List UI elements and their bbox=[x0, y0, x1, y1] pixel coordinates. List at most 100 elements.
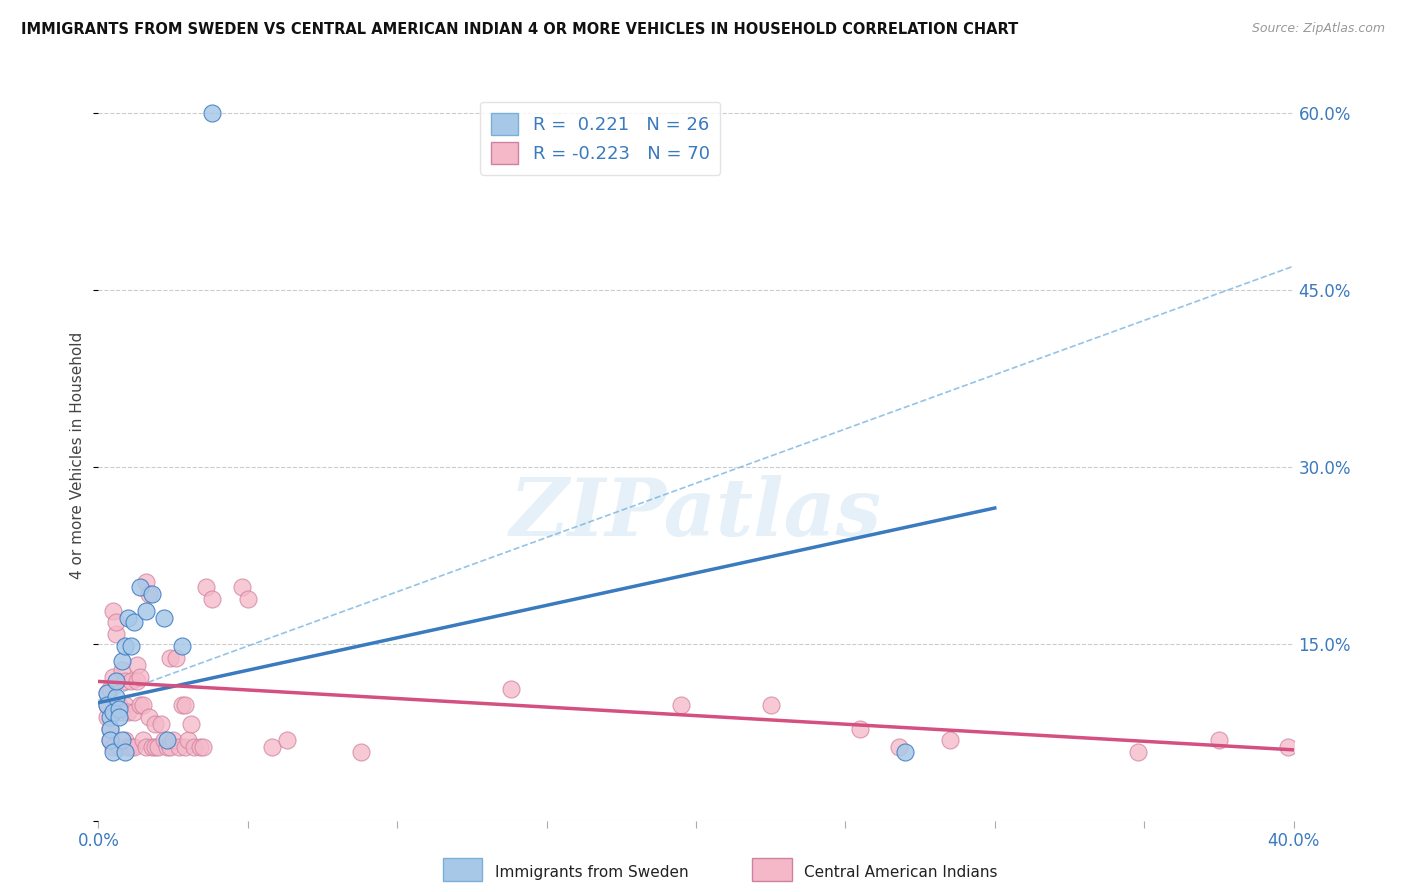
Text: Immigrants from Sweden: Immigrants from Sweden bbox=[495, 865, 689, 880]
Point bbox=[108, 698, 131, 712]
Point bbox=[117, 740, 139, 755]
Point bbox=[889, 740, 911, 755]
Point bbox=[124, 705, 146, 719]
Point bbox=[120, 639, 142, 653]
Point bbox=[191, 740, 214, 755]
Point bbox=[499, 681, 522, 696]
Point bbox=[124, 740, 146, 755]
Point bbox=[172, 639, 194, 653]
Point bbox=[1208, 733, 1230, 747]
Point bbox=[96, 686, 118, 700]
Point bbox=[201, 105, 224, 120]
Point bbox=[172, 698, 194, 712]
Point bbox=[111, 705, 134, 719]
Point bbox=[105, 615, 128, 630]
Point bbox=[108, 710, 131, 724]
Point bbox=[96, 710, 118, 724]
Point bbox=[103, 740, 125, 755]
Y-axis label: 4 or more Vehicles in Household: 4 or more Vehicles in Household bbox=[70, 331, 86, 579]
Point bbox=[236, 591, 259, 606]
Point bbox=[129, 670, 152, 684]
Legend: R =  0.221   N = 26, R = -0.223   N = 70: R = 0.221 N = 26, R = -0.223 N = 70 bbox=[481, 102, 720, 175]
Point bbox=[129, 580, 152, 594]
Point bbox=[114, 745, 136, 759]
Point bbox=[105, 690, 128, 704]
Point bbox=[276, 733, 298, 747]
Point bbox=[135, 575, 157, 590]
Point bbox=[100, 733, 122, 747]
Point bbox=[108, 740, 131, 755]
Point bbox=[141, 587, 163, 601]
Point bbox=[1277, 740, 1299, 755]
Point bbox=[894, 745, 917, 759]
Text: IMMIGRANTS FROM SWEDEN VS CENTRAL AMERICAN INDIAN 4 OR MORE VEHICLES IN HOUSEHOL: IMMIGRANTS FROM SWEDEN VS CENTRAL AMERIC… bbox=[21, 22, 1018, 37]
Point bbox=[759, 698, 782, 712]
Point bbox=[143, 740, 166, 755]
Point bbox=[153, 733, 176, 747]
Point bbox=[111, 663, 134, 677]
Point bbox=[114, 639, 136, 653]
Point bbox=[103, 670, 125, 684]
Point bbox=[127, 674, 149, 689]
Point bbox=[669, 698, 692, 712]
Point bbox=[201, 591, 224, 606]
Point bbox=[111, 733, 134, 747]
Point bbox=[114, 733, 136, 747]
Point bbox=[174, 740, 197, 755]
Point bbox=[96, 698, 118, 712]
Point bbox=[849, 722, 872, 736]
Text: Source: ZipAtlas.com: Source: ZipAtlas.com bbox=[1251, 22, 1385, 36]
Point bbox=[100, 681, 122, 696]
Point bbox=[231, 580, 253, 594]
Point bbox=[177, 733, 200, 747]
Point bbox=[96, 686, 118, 700]
Point bbox=[111, 654, 134, 668]
Point bbox=[105, 674, 128, 689]
Point bbox=[188, 740, 211, 755]
Point bbox=[350, 745, 373, 759]
Text: ZIPatlas: ZIPatlas bbox=[510, 475, 882, 552]
Point bbox=[167, 740, 190, 755]
Point bbox=[183, 740, 205, 755]
Text: Central American Indians: Central American Indians bbox=[804, 865, 998, 880]
Point bbox=[162, 733, 184, 747]
Point bbox=[156, 740, 179, 755]
Point bbox=[114, 674, 136, 689]
Point bbox=[124, 615, 146, 630]
Point bbox=[127, 657, 149, 672]
Point bbox=[100, 722, 122, 736]
Point bbox=[100, 710, 122, 724]
Point bbox=[103, 745, 125, 759]
Point bbox=[105, 627, 128, 641]
Point bbox=[135, 740, 157, 755]
Point bbox=[120, 740, 142, 755]
Point bbox=[141, 740, 163, 755]
Point bbox=[132, 733, 155, 747]
Point bbox=[117, 611, 139, 625]
Point bbox=[103, 604, 125, 618]
Point bbox=[135, 604, 157, 618]
Point bbox=[165, 650, 187, 665]
Point bbox=[159, 740, 181, 755]
Point bbox=[939, 733, 962, 747]
Point bbox=[153, 611, 176, 625]
Point bbox=[108, 701, 131, 715]
Point bbox=[120, 674, 142, 689]
Point bbox=[260, 740, 283, 755]
Point bbox=[103, 705, 125, 719]
Point bbox=[148, 740, 170, 755]
Point bbox=[1128, 745, 1150, 759]
Point bbox=[100, 722, 122, 736]
Point bbox=[138, 587, 160, 601]
Point bbox=[138, 710, 160, 724]
Point bbox=[150, 717, 173, 731]
Point bbox=[156, 733, 179, 747]
Point bbox=[100, 733, 122, 747]
Point bbox=[117, 705, 139, 719]
Point bbox=[132, 698, 155, 712]
Point bbox=[180, 717, 202, 731]
Point bbox=[143, 717, 166, 731]
Point bbox=[114, 698, 136, 712]
Point bbox=[96, 698, 118, 712]
Point bbox=[195, 580, 218, 594]
